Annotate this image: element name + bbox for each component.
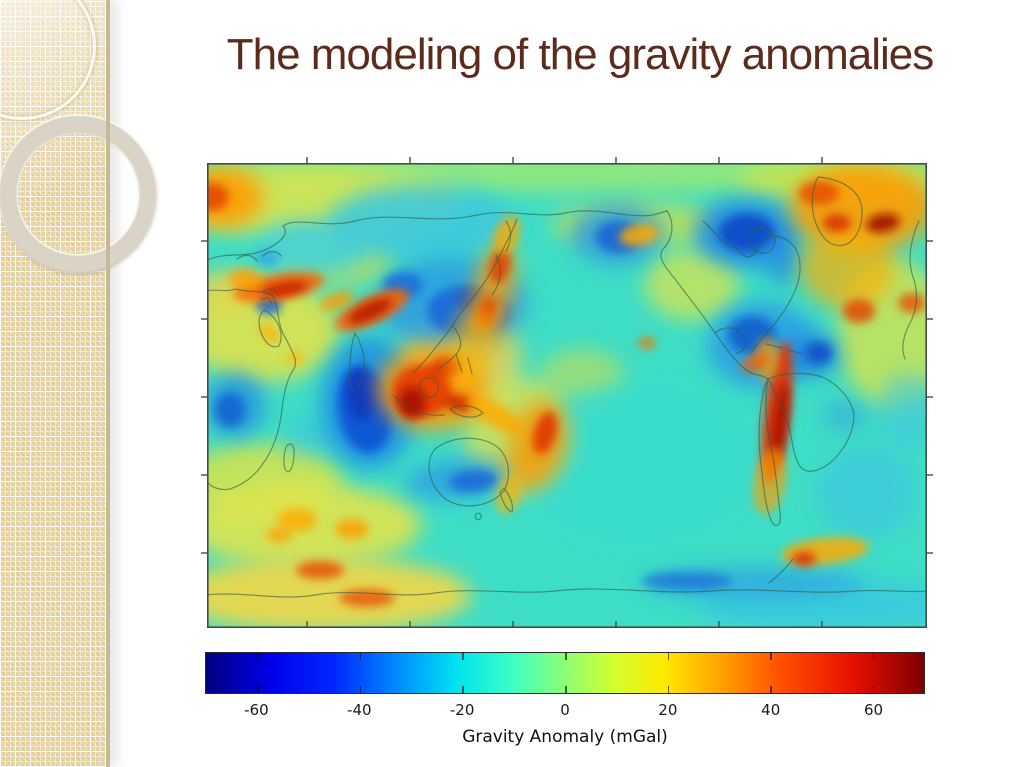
colorbar-tick: [359, 686, 362, 693]
colorbar-tick: [257, 653, 259, 660]
colorbar-tick: [872, 686, 875, 693]
colorbar-tick: [667, 686, 670, 693]
decorative-sidebar: [0, 0, 156, 767]
colorbar-tick-label: -60: [244, 701, 269, 719]
colorbar-tick-label: 0: [560, 701, 570, 719]
colorbar-tick: [565, 653, 567, 660]
colorbar-tick: [770, 686, 772, 693]
colorbar-tick-labels: -60 -40 -20 0 20 40 60: [205, 701, 925, 719]
slide-title: The modeling of the gravity anomalies: [226, 30, 935, 79]
colorbar-tick-label: 60: [864, 701, 884, 719]
colorbar-tick: [565, 686, 567, 693]
colorbar-tick-label: -40: [347, 701, 372, 719]
colorbar-tick-label: 20: [658, 701, 678, 719]
colorbar-tick: [462, 686, 464, 693]
colorbar-tick: [359, 653, 362, 660]
colorbar-tick: [257, 686, 259, 693]
world-gravity-anomaly-map: [201, 157, 933, 628]
colorbar-label: Gravity Anomaly (mGal): [462, 727, 668, 747]
sidebar-edge-line: [106, 0, 110, 767]
colorbar-tick-label: -20: [449, 701, 475, 719]
colorbar-tick: [667, 653, 670, 660]
colorbar-tick: [770, 653, 772, 660]
colorbar-tick: [462, 653, 464, 660]
gravity-anomaly-map-svg: [201, 157, 933, 628]
colorbar-tick: [872, 653, 875, 660]
colorbar: [205, 652, 925, 694]
colorbar-tick-label: 40: [761, 701, 781, 719]
